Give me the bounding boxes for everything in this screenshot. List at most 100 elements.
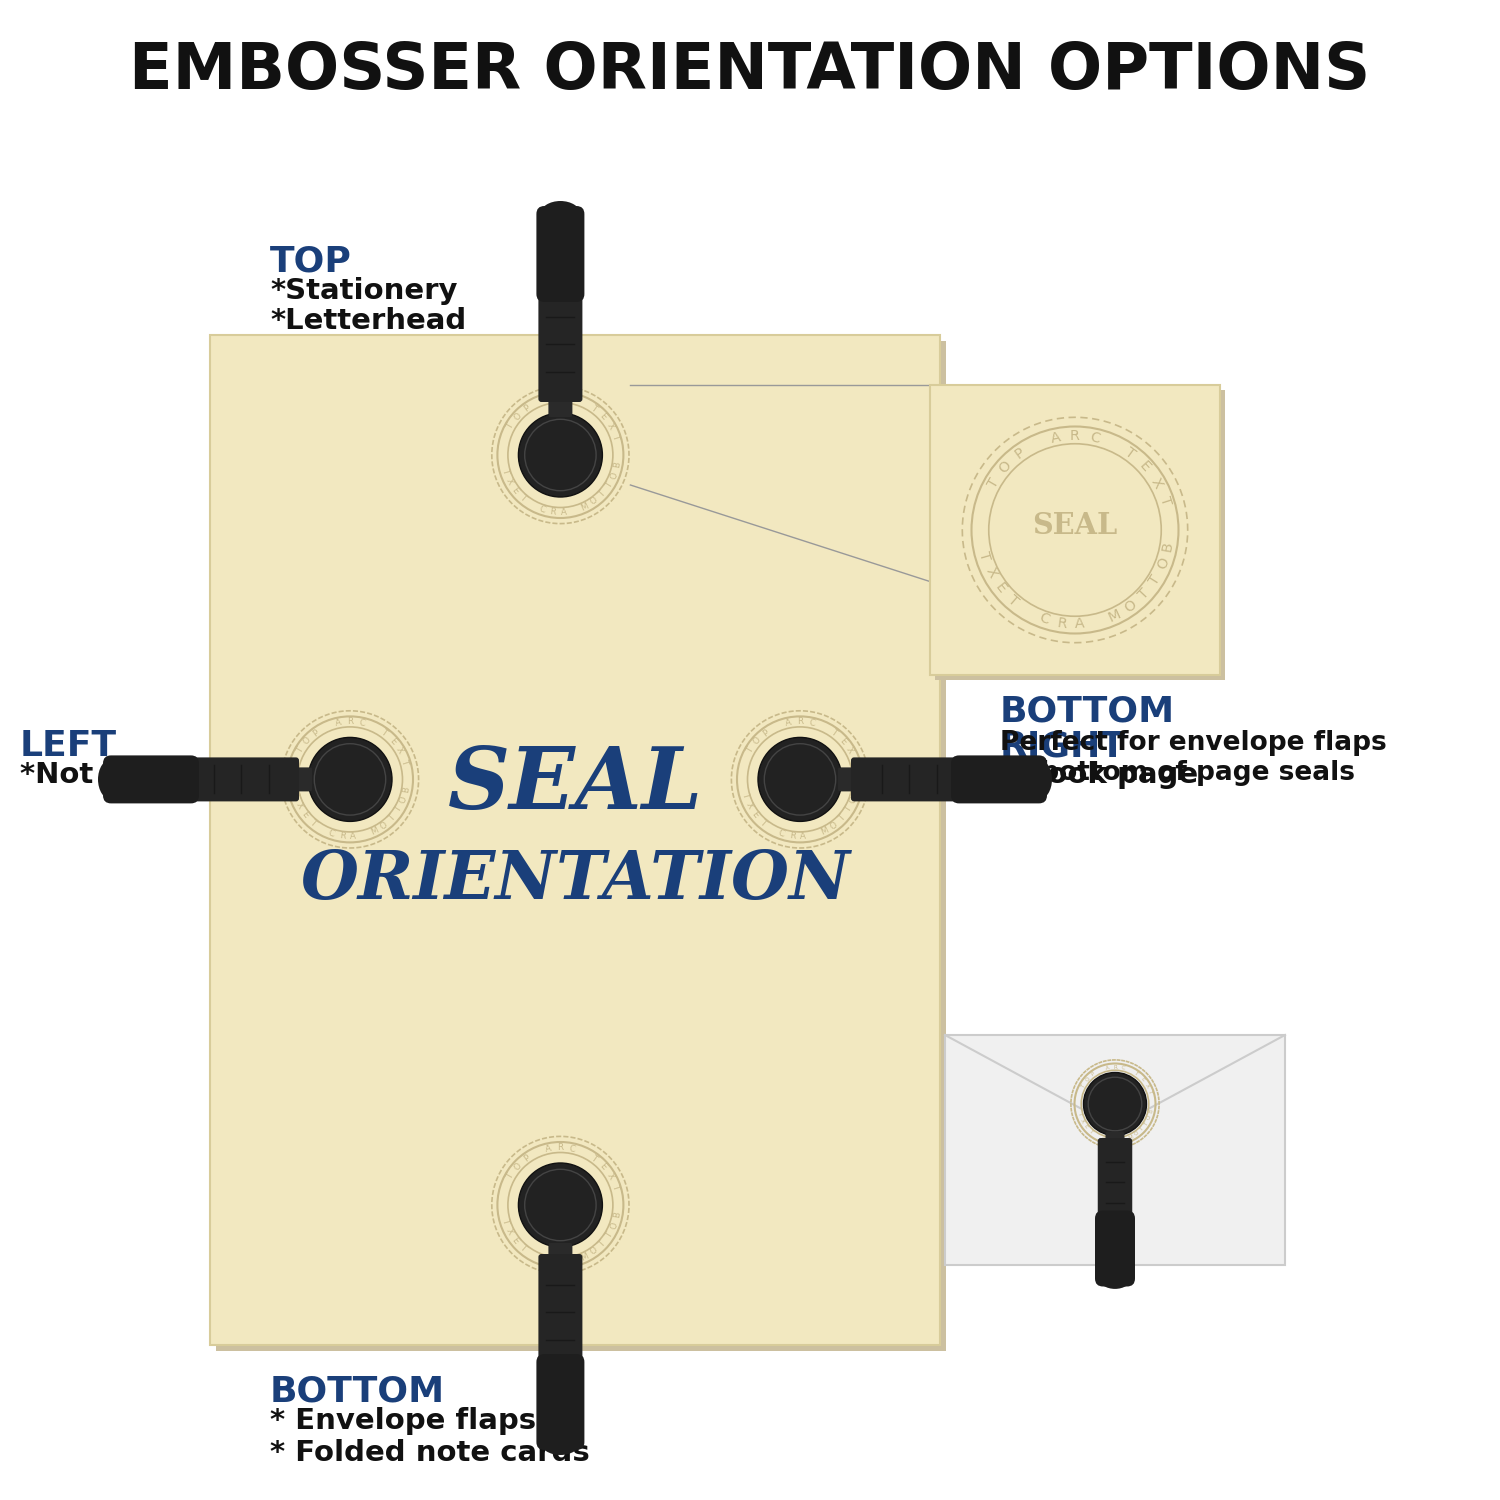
Text: E: E	[510, 486, 520, 495]
Text: M: M	[1128, 1134, 1134, 1140]
FancyBboxPatch shape	[839, 768, 860, 792]
Text: E: E	[837, 736, 848, 746]
FancyBboxPatch shape	[537, 1354, 585, 1450]
Text: X: X	[844, 746, 855, 756]
FancyBboxPatch shape	[951, 756, 1047, 804]
Text: SEAL: SEAL	[447, 744, 702, 827]
Text: O: O	[996, 458, 1014, 476]
Text: T: T	[506, 422, 516, 430]
Text: SEAL: SEAL	[324, 766, 376, 784]
Text: E: E	[510, 1236, 520, 1245]
Text: B: B	[612, 1210, 622, 1218]
Text: C: C	[808, 718, 816, 729]
Text: SEAL: SEAL	[534, 1192, 586, 1209]
Text: R: R	[339, 831, 345, 842]
FancyBboxPatch shape	[549, 394, 573, 417]
Text: A: A	[800, 833, 806, 842]
Text: T: T	[1005, 592, 1022, 609]
Text: P: P	[312, 728, 321, 738]
Text: M: M	[1107, 606, 1124, 624]
Text: R: R	[796, 717, 802, 726]
Text: A: A	[784, 718, 792, 729]
Text: E: E	[598, 1161, 608, 1172]
Text: T: T	[387, 813, 398, 824]
Text: T: T	[1122, 446, 1138, 462]
Text: R: R	[346, 717, 352, 726]
Circle shape	[519, 413, 603, 497]
FancyBboxPatch shape	[216, 340, 946, 1352]
Text: ORIENTATION: ORIENTATION	[300, 847, 850, 912]
Text: O: O	[588, 496, 600, 507]
Text: * Envelope flaps: * Envelope flaps	[270, 1407, 536, 1436]
FancyBboxPatch shape	[537, 206, 585, 302]
Text: O: O	[828, 821, 839, 831]
FancyBboxPatch shape	[183, 758, 298, 801]
Text: A: A	[544, 394, 552, 404]
Text: T: T	[399, 758, 410, 765]
Text: O: O	[1134, 1131, 1140, 1137]
Text: T: T	[296, 746, 306, 756]
Text: R: R	[789, 831, 795, 842]
Text: SEAL: SEAL	[1098, 1095, 1131, 1106]
Text: T: T	[746, 746, 756, 756]
Text: C: C	[537, 504, 546, 515]
FancyBboxPatch shape	[945, 1035, 1286, 1264]
Circle shape	[1083, 1072, 1146, 1136]
Text: E: E	[1083, 1124, 1089, 1130]
Text: O: O	[398, 795, 410, 806]
Text: T: T	[506, 1172, 516, 1180]
Text: X: X	[744, 801, 754, 810]
FancyBboxPatch shape	[1095, 1210, 1136, 1287]
FancyBboxPatch shape	[850, 758, 968, 801]
FancyBboxPatch shape	[104, 756, 200, 804]
Text: B: B	[1149, 1108, 1154, 1113]
Text: R: R	[558, 1143, 564, 1152]
Text: C: C	[1038, 610, 1052, 627]
Text: T: T	[604, 482, 615, 490]
Text: C: C	[1120, 1065, 1125, 1071]
Text: R: R	[558, 393, 564, 402]
FancyBboxPatch shape	[934, 390, 1226, 680]
Text: B: B	[612, 460, 622, 468]
Text: T: T	[590, 1154, 598, 1164]
Text: E: E	[1137, 459, 1154, 476]
Text: O: O	[1122, 597, 1138, 615]
Text: X: X	[394, 746, 405, 756]
Text: R: R	[1056, 616, 1068, 632]
FancyBboxPatch shape	[210, 334, 940, 1346]
FancyBboxPatch shape	[1106, 1131, 1125, 1149]
Text: T: T	[1148, 1090, 1154, 1095]
Text: O: O	[847, 795, 859, 806]
Text: X: X	[1078, 1118, 1084, 1124]
Text: T: T	[830, 728, 839, 738]
FancyBboxPatch shape	[930, 386, 1220, 675]
FancyBboxPatch shape	[290, 768, 312, 792]
Text: T: T	[1138, 1126, 1144, 1132]
Text: M: M	[369, 827, 380, 837]
Text: M: M	[579, 501, 590, 513]
Text: X: X	[1144, 1083, 1150, 1089]
Text: E: E	[300, 810, 310, 819]
Text: T: T	[590, 404, 598, 414]
Ellipse shape	[540, 201, 580, 226]
Text: T: T	[518, 494, 528, 504]
Text: O: O	[512, 1161, 524, 1172]
Text: X: X	[604, 1172, 615, 1180]
Text: E: E	[750, 810, 760, 819]
Text: T: T	[597, 489, 608, 500]
Ellipse shape	[1100, 1268, 1131, 1288]
FancyBboxPatch shape	[1098, 1138, 1132, 1227]
Text: T: T	[837, 813, 848, 824]
Text: E: E	[598, 411, 608, 422]
Text: R: R	[1107, 1138, 1112, 1143]
Text: B: B	[852, 786, 861, 794]
Text: A: A	[544, 1144, 552, 1154]
Text: C: C	[537, 1254, 546, 1264]
Circle shape	[758, 738, 842, 822]
Text: O: O	[609, 1221, 619, 1230]
Text: T: T	[1088, 1130, 1094, 1136]
Text: * Folded note cards: * Folded note cards	[270, 1438, 590, 1467]
Text: RIGHT: RIGHT	[1000, 729, 1126, 764]
FancyBboxPatch shape	[538, 1254, 582, 1370]
Text: T: T	[1134, 1071, 1140, 1077]
